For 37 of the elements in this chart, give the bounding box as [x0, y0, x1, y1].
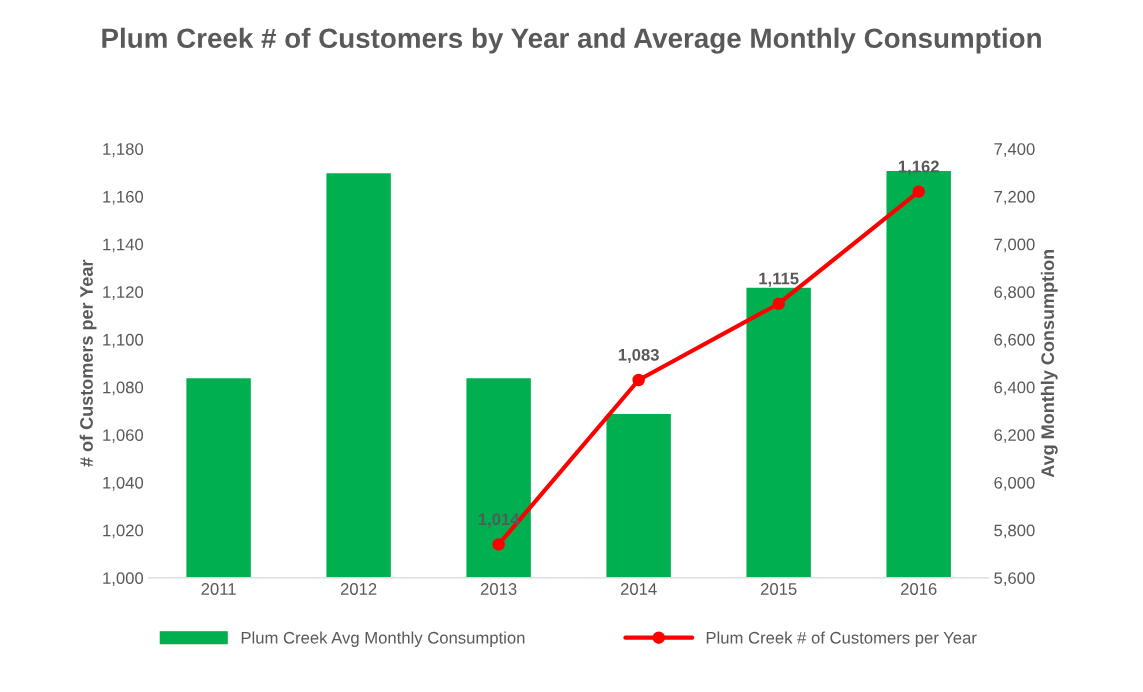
y2-tick-label: 6,800	[994, 286, 1035, 300]
y-tick-label: 1,060	[103, 429, 144, 443]
data-label: 1,083	[618, 348, 659, 364]
y-tick-label: 1,180	[103, 143, 144, 157]
x-tick-label: 2012	[340, 583, 377, 595]
legend-label: Plum Creek # of Customers per Year	[706, 631, 977, 647]
x-tick-label: 2016	[900, 583, 937, 595]
y-tick-label: 1,120	[103, 286, 144, 300]
point	[772, 297, 785, 310]
y2-tick-label: 6,200	[994, 429, 1035, 443]
point	[492, 538, 505, 551]
y2-tick-label: 6,000	[994, 476, 1035, 491]
y2-tick-label: 7,000	[994, 238, 1035, 253]
y2-tick-label: 6,400	[994, 381, 1035, 396]
x-tick-label: 2015	[760, 583, 797, 595]
data-label: 1,115	[759, 272, 799, 287]
y-tick-label: 1,080	[103, 381, 144, 396]
x-tick-label: 2014	[620, 583, 657, 595]
x-tick-label: 2011	[201, 583, 236, 595]
point	[912, 185, 925, 198]
y-tick-label: 1,000	[103, 572, 144, 586]
y2-axis-title: Avg Monthly Consumption	[1040, 249, 1058, 478]
y-tick-label: 1,020	[103, 524, 144, 539]
y-tick-label: 1,100	[103, 333, 144, 348]
y2-tick-label: 5,600	[994, 572, 1035, 586]
point	[632, 373, 645, 387]
x-tick-label: 2013	[480, 583, 517, 595]
y-tick-label: 1,160	[103, 190, 144, 205]
y2-tick-label: 7,400	[994, 143, 1035, 157]
y2-tick-label: 5,800	[994, 524, 1035, 539]
y-tick-label: 1,140	[103, 238, 144, 253]
y-axis-title: # of Customers per Year	[79, 259, 97, 467]
y-tick-label: 1,040	[103, 476, 144, 491]
y2-tick-label: 7,200	[994, 190, 1035, 205]
chart-title: Plum Creek # of Customers by Year and Average Monthly Consumption	[102, 27, 1041, 54]
y2-tick-label: 6,600	[994, 333, 1035, 348]
legend-label: Plum Creek Avg Monthly Consumption	[241, 631, 525, 647]
